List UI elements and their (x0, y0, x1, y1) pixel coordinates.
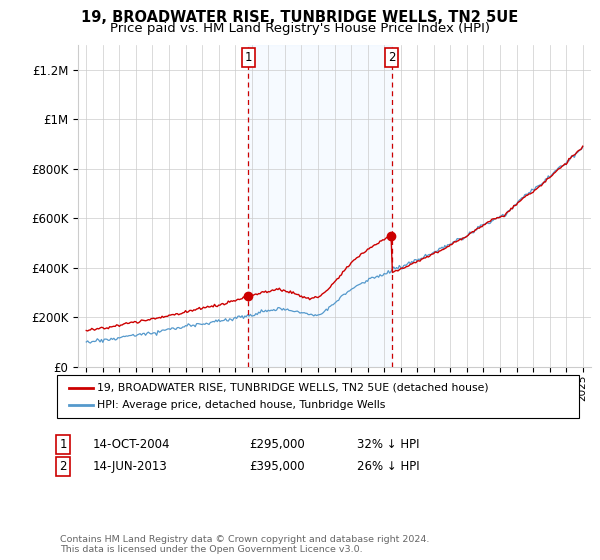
Text: 19, BROADWATER RISE, TUNBRIDGE WELLS, TN2 5UE: 19, BROADWATER RISE, TUNBRIDGE WELLS, TN… (82, 10, 518, 25)
Text: £395,000: £395,000 (249, 460, 305, 473)
Text: Contains HM Land Registry data © Crown copyright and database right 2024.
This d: Contains HM Land Registry data © Crown c… (60, 535, 430, 554)
Text: HPI: Average price, detached house, Tunbridge Wells: HPI: Average price, detached house, Tunb… (97, 400, 386, 410)
Text: 26% ↓ HPI: 26% ↓ HPI (357, 460, 419, 473)
Text: 14-JUN-2013: 14-JUN-2013 (93, 460, 168, 473)
Text: 32% ↓ HPI: 32% ↓ HPI (357, 437, 419, 451)
Text: £295,000: £295,000 (249, 437, 305, 451)
Text: 14-OCT-2004: 14-OCT-2004 (93, 437, 170, 451)
Text: 19, BROADWATER RISE, TUNBRIDGE WELLS, TN2 5UE (detached house): 19, BROADWATER RISE, TUNBRIDGE WELLS, TN… (97, 382, 489, 393)
Text: 2: 2 (388, 52, 395, 64)
Text: 2: 2 (59, 460, 67, 473)
Text: 1: 1 (59, 437, 67, 451)
Bar (248, 45, 392, 367)
Text: Price paid vs. HM Land Registry's House Price Index (HPI): Price paid vs. HM Land Registry's House … (110, 22, 490, 35)
Text: 1: 1 (245, 52, 252, 64)
